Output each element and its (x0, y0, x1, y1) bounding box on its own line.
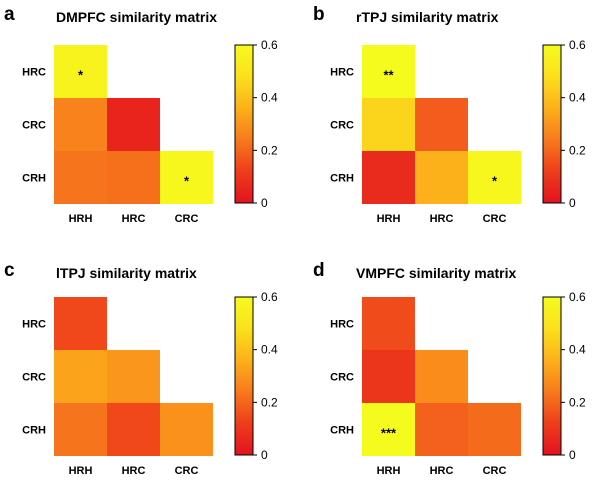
row-tick-label: HRC (330, 67, 354, 79)
row-tick-label: CRC (330, 372, 354, 384)
colorbar (542, 44, 562, 204)
heatmap-cell-crc-hrh (54, 98, 107, 151)
panel-letter: a (4, 4, 15, 25)
heatmap-cell-crc-hrh (362, 350, 415, 403)
colorbar-tick-label: 0.6 (569, 290, 586, 304)
heatmap-cell-crc-hrc (415, 98, 468, 151)
heatmap-cell-crc-hrc (107, 98, 160, 151)
row-tick-label: CRH (22, 173, 46, 185)
heatmap-panel-d: d VMPFC similarity matrix *** HRC CRC CRH HRH H… (313, 260, 586, 477)
colorbar (542, 296, 562, 456)
row-tick-label: HRC (22, 67, 46, 79)
panel-title: lTPJ similarity matrix (56, 265, 197, 281)
panel-title: VMPFC similarity matrix (356, 265, 516, 281)
colorbar-tick-label: 0.4 (261, 91, 278, 105)
significance-label: ** (383, 68, 394, 83)
heatmap-cell-crc-hrh (362, 98, 415, 151)
heatmap-cell-crc-hrc (415, 350, 468, 403)
col-tick-label: HRH (69, 465, 93, 477)
heatmap-cell-hrc-hrh (362, 297, 415, 350)
heatmap-cell-hrc-hrh (54, 297, 107, 350)
colorbar-tick-label: 0.2 (569, 143, 586, 157)
col-tick-label: HRH (377, 213, 401, 225)
heatmap-cell-crh-hrc (415, 151, 468, 204)
heatmap-cell-crh-hrh (54, 403, 107, 456)
colorbar-tick-label: 0 (569, 196, 576, 210)
colorbar-tick-label: 0.4 (569, 91, 586, 105)
heatmap-cell-crh-crc (468, 151, 521, 204)
colorbar-tick-label: 0.2 (261, 143, 278, 157)
heatmap-cell-crh-crc (468, 403, 521, 456)
panel-letter: b (313, 4, 325, 25)
heatmap-cell-crh-hrh (362, 151, 415, 204)
significance-label: * (78, 68, 84, 83)
colorbar-tick-label: 0.6 (569, 38, 586, 52)
col-tick-label: CRC (175, 213, 199, 225)
colorbar-tick-label: 0.4 (261, 343, 278, 357)
significance-label: * (492, 174, 498, 189)
col-tick-label: HRC (430, 465, 454, 477)
colorbar-tick-label: 0.2 (569, 395, 586, 409)
row-tick-label: HRC (330, 319, 354, 331)
col-tick-label: CRC (483, 465, 507, 477)
heatmap-cell-crh-crc (160, 151, 213, 204)
colorbar-tick-label: 0.2 (261, 395, 278, 409)
panel-letter: d (313, 260, 325, 281)
row-tick-label: CRH (22, 425, 46, 437)
row-tick-label: CRC (22, 372, 46, 384)
heatmap-cell-crh-hrc (415, 403, 468, 456)
row-tick-label: CRH (330, 173, 354, 185)
heatmap-panel-c: c lTPJ similarity matrix HRC CRC CRH HRH HRC CR… (4, 260, 278, 477)
panel-title: DMPFC similarity matrix (56, 9, 217, 25)
heatmap-cell-crh-hrh (362, 403, 415, 456)
panel-title: rTPJ similarity matrix (356, 9, 499, 25)
row-tick-label: CRH (330, 425, 354, 437)
col-tick-label: CRC (483, 213, 507, 225)
colorbar-tick-label: 0.6 (261, 38, 278, 52)
colorbar (234, 44, 254, 204)
heatmap-cell-crh-crc (160, 403, 213, 456)
heatmap-cell-crh-hrh (54, 151, 107, 204)
row-tick-label: CRC (330, 120, 354, 132)
col-tick-label: HRH (377, 465, 401, 477)
colorbar-tick-label: 0 (261, 196, 268, 210)
col-tick-label: HRC (430, 213, 454, 225)
significance-label: *** (381, 426, 397, 441)
colorbar-tick-label: 0 (569, 448, 576, 462)
row-tick-label: HRC (22, 319, 46, 331)
heatmap-cell-crc-hrh (54, 350, 107, 403)
colorbar-tick-label: 0.4 (569, 343, 586, 357)
colorbar-tick-label: 0.6 (261, 290, 278, 304)
panel-letter: c (4, 260, 15, 281)
heatmap-cell-crc-hrc (107, 350, 160, 403)
row-tick-label: CRC (22, 120, 46, 132)
heatmap-panel-a: a DMPFC similarity matrix * * HRC CRC CRH HRH HR… (4, 4, 278, 225)
col-tick-label: HRC (122, 213, 146, 225)
colorbar-tick-label: 0 (261, 448, 268, 462)
significance-label: * (184, 174, 190, 189)
col-tick-label: HRH (69, 213, 93, 225)
col-tick-label: HRC (122, 465, 146, 477)
col-tick-label: CRC (175, 465, 199, 477)
heatmap-cell-crh-hrc (107, 151, 160, 204)
colorbar (234, 296, 254, 456)
heatmap-cell-hrc-hrh (362, 45, 415, 98)
heatmap-cell-crh-hrc (107, 403, 160, 456)
heatmap-cell-hrc-hrh (54, 45, 107, 98)
